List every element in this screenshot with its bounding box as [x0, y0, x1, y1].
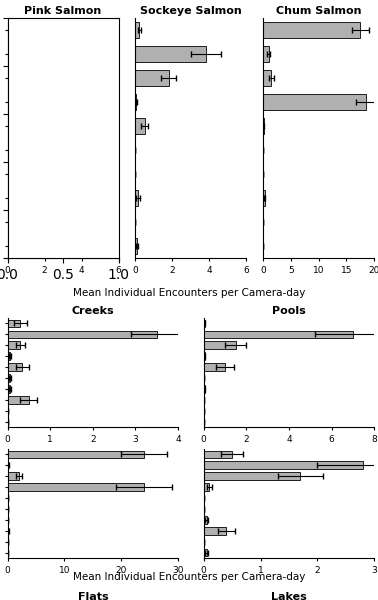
Bar [263, 22, 360, 38]
X-axis label: Lakes: Lakes [271, 592, 307, 600]
Bar [204, 516, 206, 524]
Bar [8, 472, 19, 480]
Bar [204, 483, 209, 491]
Bar [204, 549, 206, 556]
Bar [8, 396, 29, 404]
Text: Mean Individual Encounters per Camera-day: Mean Individual Encounters per Camera-da… [73, 288, 305, 298]
Bar [204, 451, 232, 458]
Bar [204, 472, 300, 480]
Bar [8, 70, 11, 86]
Bar [204, 363, 225, 371]
Bar [8, 385, 10, 393]
Bar [263, 94, 366, 110]
Text: Mean Individual Encounters per Camera-day: Mean Individual Encounters per Camera-da… [73, 572, 305, 582]
Bar [135, 46, 206, 62]
Bar [204, 527, 226, 535]
Bar [8, 483, 144, 491]
Bar [8, 22, 9, 38]
Bar [135, 94, 136, 110]
Bar [204, 320, 205, 327]
Bar [135, 190, 138, 206]
Title: Sockeye Salmon: Sockeye Salmon [140, 6, 242, 16]
X-axis label: Flats: Flats [77, 592, 108, 600]
Bar [135, 22, 139, 38]
Bar [8, 374, 10, 382]
Bar [135, 70, 169, 86]
Bar [263, 118, 264, 134]
Bar [263, 46, 269, 62]
Bar [204, 385, 205, 393]
Title: Chum Salmon: Chum Salmon [276, 6, 361, 16]
Bar [8, 363, 22, 371]
Bar [204, 461, 363, 469]
Bar [263, 70, 271, 86]
Bar [8, 352, 10, 360]
Bar [263, 190, 265, 206]
Bar [135, 238, 137, 254]
Bar [8, 451, 144, 458]
Title: Pink Salmon: Pink Salmon [25, 6, 102, 16]
Bar [204, 331, 353, 338]
Bar [8, 320, 20, 327]
Bar [8, 341, 20, 349]
Title: Creeks: Creeks [71, 306, 114, 316]
Bar [135, 118, 145, 134]
Bar [204, 352, 205, 360]
Bar [8, 46, 76, 62]
Bar [8, 118, 10, 134]
Bar [8, 331, 157, 338]
Bar [204, 341, 235, 349]
Title: Pools: Pools [272, 306, 306, 316]
